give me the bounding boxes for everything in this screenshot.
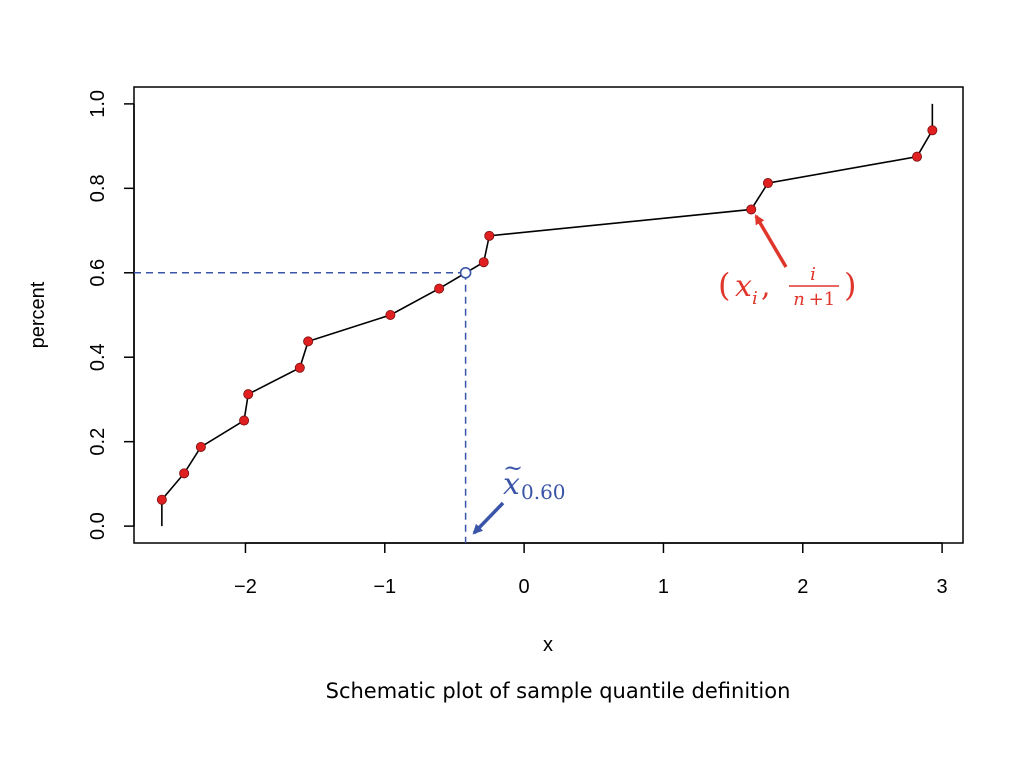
data-point (239, 415, 250, 426)
point-annotation-denominator-rest: +1 (809, 289, 836, 310)
quantile-annotation-arrow (472, 501, 505, 535)
data-point (746, 204, 757, 215)
x-tick-label: 3 (937, 576, 948, 598)
data-point (478, 257, 489, 268)
y-tick-label: 1.0 (87, 90, 109, 118)
point-annotation-arrow (754, 214, 788, 268)
x-axis-title: x (543, 634, 553, 656)
quantile-point (459, 266, 472, 279)
quantile-annotation-tilde: ~ (503, 454, 523, 482)
y-tick-label: 0.6 (87, 259, 109, 287)
plot-frame (133, 86, 964, 544)
data-point (434, 283, 445, 294)
chart-caption: Schematic plot of sample quantile defini… (326, 679, 791, 703)
data-point (912, 151, 923, 162)
x-tick-label: 1 (658, 576, 669, 598)
data-point (927, 125, 938, 136)
x-tick-label: −1 (373, 576, 396, 598)
data-point (179, 468, 190, 479)
data-point (156, 494, 167, 505)
point-annotation-close-paren: ) (844, 266, 856, 304)
point-annotation-sub: i (752, 288, 758, 309)
quantile-annotation-var: x (503, 467, 520, 502)
data-point (243, 389, 254, 400)
x-axis: −2 −1 0 1 2 3 (234, 542, 948, 598)
quantile-guides (134, 272, 467, 543)
data-point (385, 309, 396, 320)
point-annotation-var: x (735, 269, 752, 304)
y-tick-label: 0.8 (87, 174, 109, 202)
data-point (484, 230, 495, 241)
data-point (303, 336, 314, 347)
y-axis: 0.0 0.2 0.4 0.6 0.8 1.0 (87, 90, 135, 540)
x-tick-label: −2 (234, 576, 257, 598)
point-annotation-open-paren: ( (718, 266, 730, 304)
x-tick-label: 2 (797, 576, 808, 598)
data-point (294, 362, 305, 373)
quantile-annotation: ~ x 0.60 (472, 454, 566, 535)
y-tick-label: 0.0 (87, 512, 109, 540)
y-tick-label: 0.4 (87, 343, 109, 371)
data-point (762, 178, 773, 189)
quantile-annotation-sub: 0.60 (521, 480, 566, 504)
y-axis-title: percent (27, 281, 49, 348)
y-tick-label: 0.2 (87, 428, 109, 456)
point-annotation-numerator: i (810, 264, 816, 285)
point-annotation-denominator-n: n (793, 289, 805, 310)
point-annotation-comma: , (761, 269, 771, 304)
series-line (161, 103, 934, 527)
point-annotation: ( x i , i n +1 ) (718, 214, 856, 310)
ecdf-series (156, 103, 938, 527)
x-tick-label: 0 (519, 576, 530, 598)
data-point (195, 441, 206, 452)
